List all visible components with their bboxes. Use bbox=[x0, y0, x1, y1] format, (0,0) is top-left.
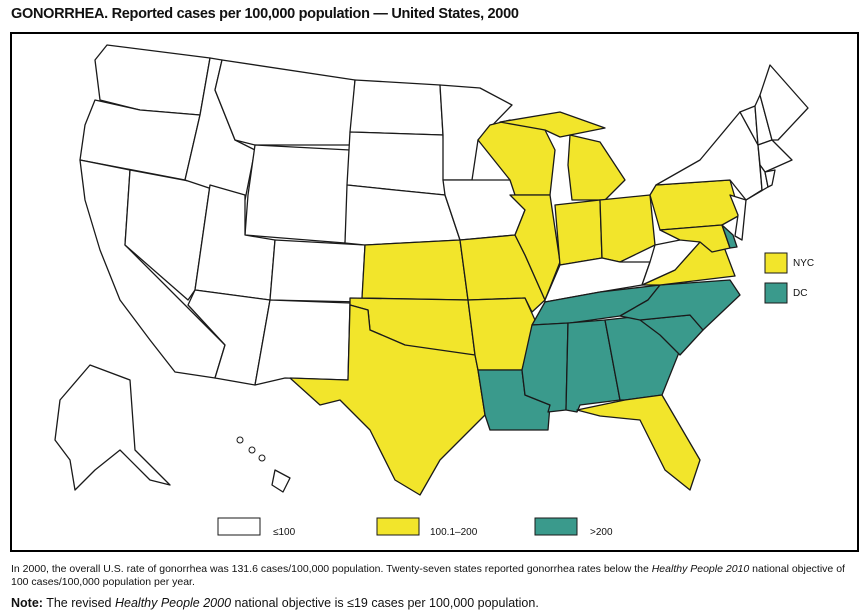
state-co bbox=[269, 239, 366, 303]
footnote: In 2000, the overall U.S. rate of gonorr… bbox=[11, 563, 845, 588]
state-in bbox=[554, 199, 603, 266]
state-ct bbox=[745, 164, 769, 201]
legend-swatch-low bbox=[217, 517, 261, 536]
state-mt bbox=[214, 59, 356, 146]
state-ks bbox=[361, 239, 469, 301]
state-fl bbox=[576, 394, 701, 491]
state-ma bbox=[757, 139, 793, 173]
inset-swatch-nyc bbox=[764, 252, 788, 274]
inset-swatch-dc bbox=[764, 282, 788, 304]
state-nc bbox=[619, 279, 741, 331]
state-pa bbox=[649, 179, 741, 231]
state-oh bbox=[599, 194, 656, 263]
state-il bbox=[509, 194, 561, 301]
hawaii-island bbox=[258, 454, 266, 462]
legend-label-high: >200 bbox=[590, 527, 613, 538]
state-ri bbox=[764, 169, 776, 188]
state-sd bbox=[346, 131, 446, 196]
state-me bbox=[759, 64, 809, 141]
state-wy bbox=[244, 144, 351, 244]
figure-title: GONORRHEA. Reported cases per 100,000 po… bbox=[11, 6, 519, 22]
state-hi bbox=[271, 469, 291, 493]
inset-label-nyc: NYC bbox=[793, 258, 815, 269]
state-nm bbox=[254, 299, 351, 386]
state-mn bbox=[439, 84, 513, 181]
state-ms bbox=[521, 322, 569, 413]
legend-swatch-mid bbox=[376, 517, 420, 536]
state-ak bbox=[54, 364, 171, 491]
map-frame bbox=[10, 32, 859, 552]
hawaii-island bbox=[236, 436, 244, 444]
state-mi bbox=[567, 134, 626, 201]
note: Note: The revised Healthy People 2000 na… bbox=[11, 596, 539, 610]
state-de bbox=[721, 224, 738, 249]
state-tx bbox=[289, 304, 486, 496]
state-mi bbox=[499, 111, 606, 138]
legend-label-low: ≤100 bbox=[273, 527, 296, 538]
inset-label-dc: DC bbox=[793, 288, 808, 299]
legend-label-mid: 100.1–200 bbox=[430, 527, 478, 538]
hawaii-island bbox=[248, 446, 256, 454]
state-nj bbox=[729, 194, 747, 241]
legend-swatch-high bbox=[534, 517, 578, 536]
state-nd bbox=[349, 79, 444, 136]
